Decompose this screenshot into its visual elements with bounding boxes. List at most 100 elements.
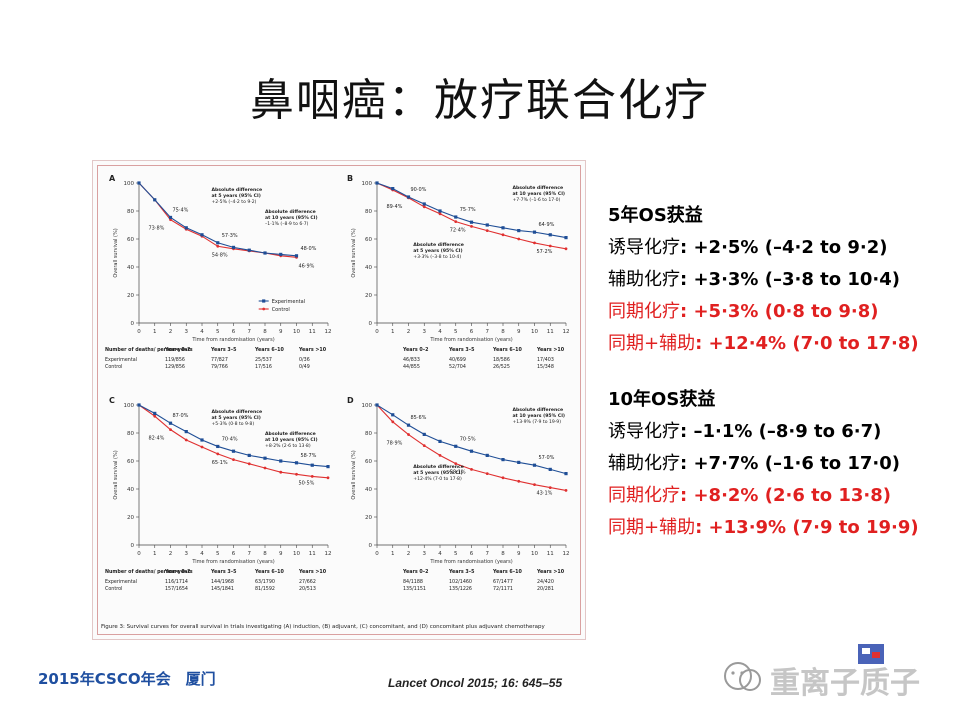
legend-control-label: Control	[272, 307, 290, 313]
x-tick-label: 9	[517, 329, 521, 335]
y-tick-label: 60	[127, 237, 134, 243]
survival-annotation: 90·0%	[411, 187, 427, 193]
x-tick-label: 0	[375, 551, 379, 557]
panel-d: D 0 20 40 60 80 100 0 1 2 3 4 5 6 7 8 9 10 11 12 Overall sur…	[341, 391, 576, 619]
difference-box-5y: at 5 years (95% CI)	[211, 193, 260, 199]
panel-b: B 0 20 40 60 80 100 0 1 2 3 4 5 6 7 8 9 10 11 12 Overall sur…	[341, 169, 576, 387]
y-tick-label: 100	[362, 181, 373, 187]
y-tick-label: 0	[369, 543, 373, 549]
experimental-point	[279, 252, 283, 256]
table-header-cell: Years 0–2	[164, 347, 191, 353]
table-cell: 72/1171	[493, 586, 513, 592]
five-year-row-value: : +2·5% (–4·2 to 9·2)	[680, 237, 888, 258]
x-tick-label: 7	[486, 551, 490, 557]
table-cell: 24/420	[537, 579, 554, 585]
survival-annotation: 58·7%	[301, 453, 317, 459]
experimental-point	[391, 413, 395, 417]
x-tick-label: 4	[200, 551, 204, 557]
experimental-point	[485, 223, 489, 227]
five-year-heading: 5年OS获益	[608, 205, 703, 226]
x-tick-label: 5	[216, 551, 220, 557]
survival-annotation: 85·6%	[411, 415, 427, 421]
experimental-point	[485, 453, 489, 457]
table-cell: 0/49	[299, 364, 310, 370]
difference-box-5y: Absolute difference	[211, 409, 262, 415]
experimental-point	[564, 236, 568, 240]
experimental-point	[153, 411, 157, 415]
ten-year-row-value: : +13·9% (7·9 to 19·9)	[695, 517, 919, 538]
figure-caption: Figure 3: Survival curves for overall su…	[101, 624, 545, 630]
y-tick-label: 40	[127, 487, 134, 493]
x-tick-label: 8	[263, 329, 267, 335]
difference-box-10y: –1·1% (–8·9 to 6·7)	[265, 221, 309, 227]
control-point	[485, 472, 489, 475]
table-cell: 84/1188	[403, 579, 423, 585]
difference-box-10y: at 10 years (95% CI)	[512, 191, 565, 197]
y-axis-label: Overall survival (%)	[351, 450, 357, 499]
experimental-point	[216, 444, 220, 449]
table-header-cell: Years 6–10	[254, 347, 284, 353]
x-tick-label: 10	[293, 551, 300, 557]
survival-annotation: 46·9%	[299, 263, 315, 269]
table-cell: 63/1790	[255, 579, 275, 585]
experimental-point	[326, 465, 330, 469]
y-tick-label: 80	[127, 431, 134, 437]
table-cell: 17/516	[255, 364, 272, 370]
table-header-cell: Years >10	[298, 347, 327, 353]
control-point	[501, 476, 505, 480]
survival-annotation: 57·3%	[222, 233, 238, 239]
table-cell: 144/1968	[211, 579, 234, 585]
table-header-cell: Number of deaths/ person-years	[105, 569, 193, 575]
experimental-point	[216, 241, 220, 245]
x-tick-label: 0	[375, 329, 379, 335]
panel-c: C 0 20 40 60 80 100 0 1 2 3 4 5 6 7 8 9 10 11 12 Overall sur…	[103, 391, 338, 619]
table-header-cell: Years >10	[298, 569, 327, 575]
control-point	[295, 472, 298, 476]
five-year-rows: 诱导化疗: +2·5% (–4·2 to 9·2) 辅助化疗: +3·3% (–3…	[608, 232, 953, 360]
x-tick-label: 12	[325, 329, 332, 335]
table-cell: 79/766	[211, 364, 228, 370]
citation: Lancet Oncol 2015; 16: 645–55	[388, 676, 563, 690]
ten-year-row-label: 同期化疗	[608, 485, 680, 506]
difference-box-10y: Absolute difference	[265, 431, 316, 437]
x-tick-label: 11	[309, 329, 316, 335]
experimental-point	[310, 463, 314, 467]
table-cell: 15/348	[537, 364, 554, 370]
y-axis-label: Overall survival (%)	[113, 450, 119, 499]
experimental-point	[184, 226, 188, 230]
ten-year-row-value: : +8·2% (2·6 to 13·8)	[680, 485, 891, 506]
y-tick-label: 60	[365, 459, 372, 465]
experimental-point	[231, 449, 236, 453]
x-tick-label: 9	[279, 551, 283, 557]
x-tick-label: 3	[423, 551, 427, 557]
control-point	[232, 458, 235, 461]
table-cell: 77/827	[211, 357, 228, 363]
experimental-point	[501, 458, 505, 462]
difference-box-5y: +12·4% (7·0 to 17·8)	[413, 476, 462, 482]
table-header-cell: Years >10	[536, 569, 565, 575]
difference-box-5y: at 5 years (95% CI)	[211, 415, 260, 421]
experimental-point	[517, 229, 521, 233]
panel-letter: B	[347, 174, 353, 183]
control-point	[310, 475, 314, 478]
control-point	[438, 454, 442, 457]
survival-annotation: 43·1%	[537, 491, 553, 497]
five-year-row-label: 辅助化疗	[608, 269, 680, 290]
survival-annotation: 75·7%	[460, 207, 476, 213]
experimental-point	[184, 430, 188, 434]
survival-annotation: 64·9%	[539, 222, 555, 228]
difference-box-10y: Absolute difference	[512, 407, 563, 413]
control-point	[407, 433, 410, 436]
x-tick-label: 8	[263, 551, 267, 557]
difference-box-5y: Absolute difference	[211, 187, 262, 193]
table-cell: 145/1841	[211, 586, 234, 592]
x-tick-label: 6	[232, 329, 236, 335]
ten-year-row-value: : –1·1% (–8·9 to 6·7)	[680, 421, 882, 442]
table-header-cell: Years 3–5	[210, 347, 237, 353]
x-axis-label: Time from randomisation (years)	[191, 337, 274, 343]
control-point	[517, 237, 521, 241]
control-point	[501, 233, 505, 237]
x-tick-label: 9	[279, 329, 283, 335]
